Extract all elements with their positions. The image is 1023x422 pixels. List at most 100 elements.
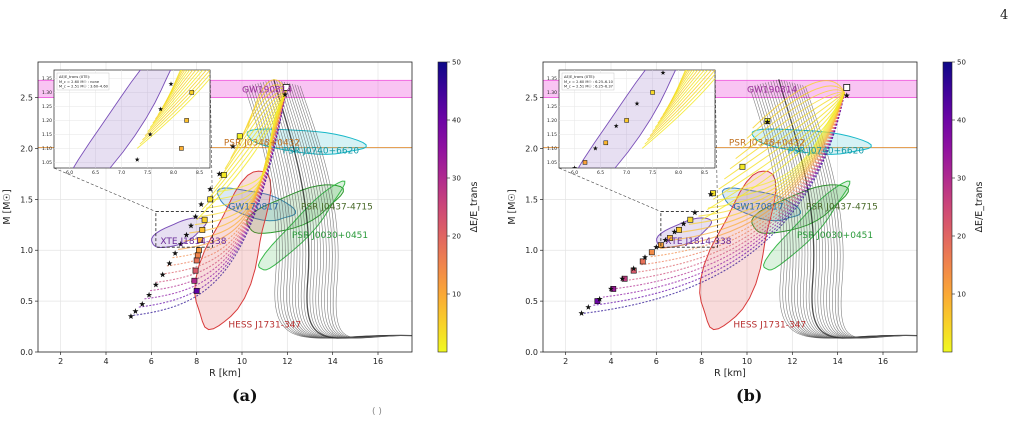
inset-hybrid-branch xyxy=(649,70,713,137)
x-tick-label: 16 xyxy=(878,357,888,366)
mc-endpoint-marker xyxy=(282,84,290,91)
square-marker xyxy=(193,257,200,264)
star-marker xyxy=(653,244,660,250)
hybrid-branch xyxy=(701,92,845,221)
hybrid-branch xyxy=(718,92,845,190)
inset-hybrid-branch xyxy=(672,70,687,99)
inset-square-marker xyxy=(624,118,629,123)
inset-y-tick-label: 1.15 xyxy=(547,132,557,138)
star-marker xyxy=(146,291,153,298)
star-marker xyxy=(216,170,223,177)
square-marker xyxy=(207,196,214,203)
psr-j0437-label: PSR J0437-4715 xyxy=(806,203,878,213)
xte-label: XTE J1814-338 xyxy=(665,237,731,247)
hybrid-branch xyxy=(707,92,845,210)
hybrid-branch xyxy=(669,92,845,242)
inset-hybrid-branch xyxy=(652,70,709,132)
xte-label: XTE J1814-338 xyxy=(160,237,226,247)
inset-hybrid-branch xyxy=(136,78,210,149)
zoom-connector xyxy=(714,69,718,212)
hybrid-branches xyxy=(133,79,287,316)
caption-a: (a) xyxy=(232,386,258,405)
psr-j0348-label: PSR J0348+0432 xyxy=(224,138,300,148)
mc-endpoint-marker xyxy=(843,84,851,91)
inset-y-tick-label: 1.30 xyxy=(547,90,557,96)
colorbar-tick-label: 50 xyxy=(452,59,461,67)
colorbar-tick-label: 40 xyxy=(957,117,966,125)
star-marker xyxy=(207,186,214,192)
inset-legend-line: M_c = 2.51 M☉ : 3.60–4.60 xyxy=(59,85,109,89)
hybrid-branch xyxy=(247,79,287,129)
square-marker xyxy=(196,247,202,254)
hybrid-branch xyxy=(241,84,287,139)
star-marker xyxy=(707,191,714,197)
square-marker xyxy=(648,249,655,256)
x-tick-label: 16 xyxy=(373,357,383,366)
inset-hybrid-branch xyxy=(647,70,715,141)
star-marker xyxy=(585,304,592,310)
square-marker xyxy=(667,235,673,241)
inset-x-tick-label: 7.5 xyxy=(649,170,656,176)
square-marker xyxy=(739,163,746,170)
gw190814-label: GW190814 xyxy=(747,86,798,96)
inset-y-tick-label: 1.35 xyxy=(547,76,557,82)
x-tick-label: 4 xyxy=(608,357,613,366)
inset-hybrid-branch xyxy=(654,70,705,128)
inset-x-tick-label: 6.0 xyxy=(571,170,578,176)
y-tick-label: 1.0 xyxy=(525,246,538,255)
page-number: 4 xyxy=(1000,8,1009,23)
colorbar-label: ΔE/E_trans xyxy=(469,182,480,233)
star-markers xyxy=(127,91,289,319)
inset-legend-box xyxy=(561,72,615,91)
inset-plot xyxy=(559,70,715,168)
gw170817-label: GW170817 xyxy=(228,203,278,213)
y-tick-label: 0.0 xyxy=(525,348,538,357)
inset-star-marker xyxy=(592,145,598,151)
inset-legend-line: M_c = 2.51 M☉ : 6.25–6.37 xyxy=(564,85,613,89)
star-marker xyxy=(619,275,626,282)
hybrid-branch xyxy=(631,92,846,274)
psr-j0030-label: PSR J0030+0451 xyxy=(292,231,368,241)
y-tick-label: 1.5 xyxy=(525,195,538,204)
inset-hybrid-branch xyxy=(644,73,715,145)
inset-x-tick-label: 8.5 xyxy=(196,170,203,176)
colorbar-tick-label: 30 xyxy=(452,175,461,183)
y-axis-label: M [M☉] xyxy=(2,189,13,224)
hybrid-branch xyxy=(698,92,845,217)
inset-x-tick-label: 8.0 xyxy=(170,170,177,176)
inset-y-tick-label: 1.15 xyxy=(42,132,52,138)
inset-x-tick-label: 7.0 xyxy=(623,170,630,176)
star-markers xyxy=(578,92,850,316)
inset-y-tick-label: 1.30 xyxy=(42,90,52,96)
zoom-connector xyxy=(53,167,156,212)
inset-square-marker xyxy=(582,160,588,165)
hybrid-branch xyxy=(688,92,845,225)
hybrid-branch xyxy=(224,90,287,170)
inset-y-tick-label: 1.20 xyxy=(547,118,557,124)
x-tick-label: 12 xyxy=(282,357,292,366)
star-marker xyxy=(139,301,146,307)
colorbar xyxy=(942,61,953,353)
inset-legend-line: M_c = 2.60 M☉ : 6.25–6.10 xyxy=(564,80,614,84)
x-tick-label: 8 xyxy=(699,357,704,366)
cold-eos-bundle xyxy=(749,79,917,339)
inset-hybrid-branch xyxy=(170,70,181,94)
zoom-box xyxy=(660,211,718,248)
y-tick-label: 2.5 xyxy=(20,94,33,103)
inset-star-marker xyxy=(147,131,153,137)
inset-hybrid-branch xyxy=(155,70,194,120)
psr-j0030-label: PSR J0030+0451 xyxy=(797,231,873,241)
star-marker xyxy=(183,231,190,238)
psr-j0348-label: PSR J0348+0432 xyxy=(729,138,805,148)
inset-y-tick-label: 1.05 xyxy=(42,160,52,166)
x-tick-label: 14 xyxy=(328,357,338,366)
hybrid-branch xyxy=(660,92,845,250)
colorbar xyxy=(437,61,448,353)
star-marker xyxy=(188,222,194,229)
inset-square-marker xyxy=(184,118,189,123)
star-marker xyxy=(282,91,289,98)
hybrid-branch xyxy=(196,90,287,221)
square-marker xyxy=(191,277,198,284)
inset: 6.0 6.5 7.0 7.5 8.0 8.5 1.05 1.10 1.15 1.20 1.25 1.… xyxy=(42,69,211,176)
